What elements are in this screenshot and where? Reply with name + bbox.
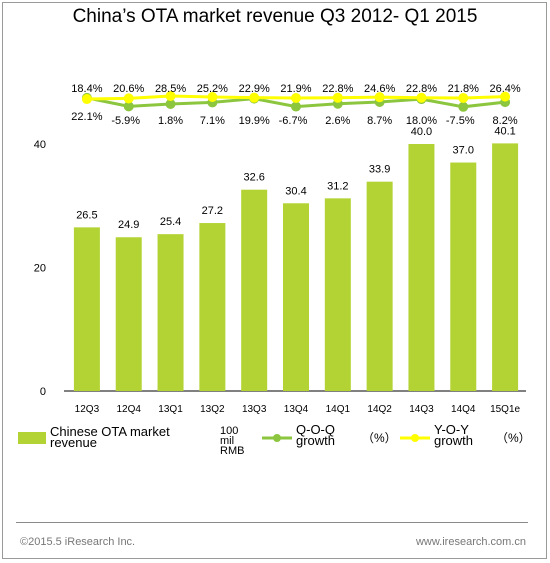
chart-title: China’s OTA market revenue Q3 2012- Q1 2… — [72, 6, 478, 27]
revenue-bar — [450, 162, 477, 391]
qoq-value-label: 18.0% — [406, 115, 437, 127]
yoy-value-label: 21.8% — [448, 83, 479, 95]
yoy-growth-point — [500, 91, 511, 102]
revenue-bar — [157, 234, 184, 391]
yoy-growth-point — [291, 92, 301, 103]
legend-label-yoy: Y-O-Y — [434, 422, 469, 437]
qoq-growth-point — [458, 101, 469, 112]
revenue-bar — [283, 203, 309, 391]
yoy-value-label: 22.8% — [322, 83, 353, 95]
legend-unit-yoy: （%） — [496, 431, 531, 445]
qoq-value-label: 8.2% — [493, 115, 518, 127]
copyright-text: ©2015.5 iResearch Inc. — [20, 536, 136, 548]
yoy-value-label: 24.6% — [364, 83, 395, 95]
yoy-growth-point — [249, 92, 260, 103]
bar-value-label: 30.4 — [285, 185, 306, 197]
yoy-value-label: 22.9% — [239, 83, 270, 95]
yoy-value-label: 20.6% — [113, 83, 144, 95]
bar-value-label: 32.6 — [243, 172, 264, 184]
revenue-bar — [324, 198, 351, 391]
qoq-value-label: 8.7% — [367, 115, 392, 127]
revenue-bar — [73, 227, 100, 391]
revenue-bar — [366, 181, 393, 391]
bar-value-label: 26.5 — [76, 209, 97, 221]
bar-value-label: 27.2 — [202, 205, 223, 217]
yoy-growth-point — [332, 92, 343, 103]
legend-label-revenue: Chinese OTA market — [50, 424, 170, 439]
website-text: www.iresearch.com.cn — [415, 536, 526, 548]
x-tick-label: 12Q4 — [116, 404, 141, 415]
qoq-value-label: 1.8% — [158, 115, 183, 127]
x-tick-label: 14Q4 — [451, 404, 476, 415]
x-tick-label: 14Q3 — [409, 404, 434, 415]
revenue-bar — [408, 144, 435, 391]
bar-value-label: 25.4 — [160, 216, 181, 228]
x-tick-label: 15Q1e — [490, 404, 520, 415]
qoq-value-label: -7.5% — [446, 115, 475, 127]
yoy-growth-point — [81, 94, 92, 105]
qoq-value-label: 7.1% — [200, 115, 225, 127]
qoq-value-label: 2.6% — [325, 115, 350, 127]
y-tick-label: 0 — [40, 386, 46, 398]
qoq-value-label: 22.1% — [71, 111, 102, 123]
legend-unit-revenue: mil — [220, 435, 234, 447]
x-tick-label: 14Q2 — [367, 404, 392, 415]
legend-label-yoy-line2: growth — [434, 433, 473, 448]
legend-swatch-revenue — [18, 432, 46, 444]
yoy-value-label: 26.4% — [489, 83, 520, 95]
yoy-growth-point — [458, 93, 469, 104]
bar-value-label: 31.2 — [327, 180, 348, 192]
yoy-growth-point — [374, 92, 385, 103]
bar-value-label: 37.0 — [453, 145, 474, 157]
bar-value-label: 33.9 — [369, 164, 390, 176]
x-tick-label: 13Q2 — [200, 404, 225, 415]
qoq-value-label: -6.7% — [279, 115, 308, 127]
x-tick-label: 13Q1 — [158, 404, 183, 415]
x-tick-label: 13Q3 — [242, 404, 267, 415]
x-tick-label: 14Q1 — [326, 404, 351, 415]
yoy-value-label: 28.5% — [155, 83, 186, 95]
legend-marker-qoq — [273, 434, 281, 442]
yoy-value-label: 21.9% — [280, 83, 311, 95]
revenue-bar — [199, 223, 226, 391]
revenue-bar — [241, 189, 268, 391]
yoy-value-label: 22.8% — [406, 83, 437, 95]
legend-marker-yoy — [411, 434, 419, 442]
legend-unit-qoq: （%） — [362, 431, 397, 445]
qoq-value-label: 19.9% — [239, 115, 270, 127]
legend-label-qoq: Q-O-Q — [296, 422, 335, 437]
qoq-growth-point — [291, 101, 301, 112]
revenue-bar — [492, 143, 519, 391]
revenue-bar — [115, 237, 142, 391]
yoy-growth-point — [207, 91, 218, 102]
y-tick-label: 40 — [34, 139, 46, 151]
bar-value-label: 40.0 — [411, 126, 432, 138]
qoq-value-label: -5.9% — [111, 115, 140, 127]
yoy-growth-point — [416, 92, 427, 103]
legend-unit-revenue: 100 — [220, 425, 238, 437]
y-tick-label: 20 — [34, 263, 46, 275]
yoy-growth-point — [165, 91, 176, 101]
bar-value-label: 40.1 — [494, 125, 515, 137]
legend-unit-revenue: RMB — [220, 445, 244, 457]
legend-label-qoq-line2: growth — [296, 433, 335, 448]
yoy-value-label: 18.4% — [71, 83, 102, 95]
footer-divider — [16, 522, 528, 523]
yoy-value-label: 25.2% — [197, 83, 228, 95]
x-tick-label: 12Q3 — [75, 404, 100, 415]
x-tick-label: 13Q4 — [284, 404, 309, 415]
bar-value-label: 24.9 — [118, 219, 139, 231]
yoy-growth-point — [123, 93, 134, 104]
legend-label-revenue-line2: revenue — [50, 435, 97, 450]
